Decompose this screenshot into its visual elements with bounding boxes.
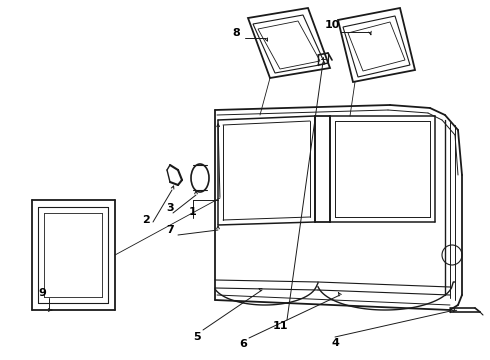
Text: 2: 2 — [142, 215, 150, 225]
Text: 3: 3 — [166, 203, 174, 213]
Text: 9: 9 — [38, 288, 46, 298]
Text: 8: 8 — [232, 28, 240, 38]
Text: 11: 11 — [272, 321, 288, 331]
Text: 5: 5 — [193, 332, 201, 342]
Text: 1: 1 — [189, 207, 197, 217]
Text: 4: 4 — [331, 338, 339, 348]
Text: 6: 6 — [239, 339, 247, 349]
Text: 10: 10 — [324, 20, 340, 30]
Text: 7: 7 — [166, 225, 174, 235]
